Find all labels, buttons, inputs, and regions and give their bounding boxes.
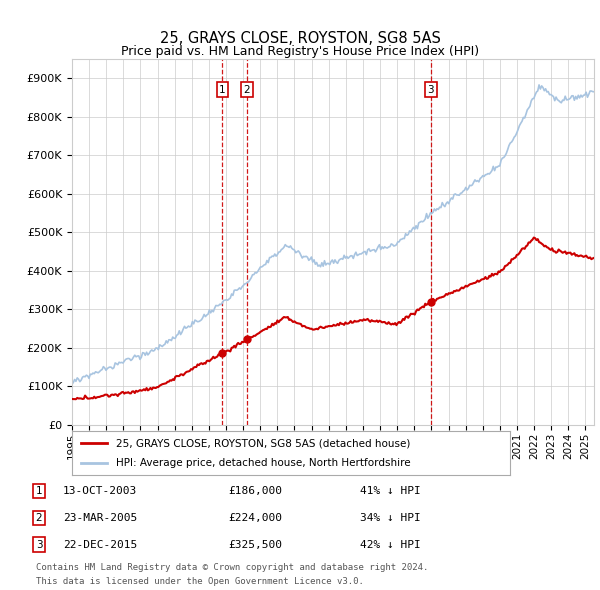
Text: Price paid vs. HM Land Registry's House Price Index (HPI): Price paid vs. HM Land Registry's House … <box>121 45 479 58</box>
Text: 41% ↓ HPI: 41% ↓ HPI <box>360 486 421 496</box>
Text: 25, GRAYS CLOSE, ROYSTON, SG8 5AS (detached house): 25, GRAYS CLOSE, ROYSTON, SG8 5AS (detac… <box>116 438 410 448</box>
Text: This data is licensed under the Open Government Licence v3.0.: This data is licensed under the Open Gov… <box>36 576 364 586</box>
Text: 3: 3 <box>428 85 434 95</box>
Text: 23-MAR-2005: 23-MAR-2005 <box>63 513 137 523</box>
Text: 1: 1 <box>35 486 43 496</box>
Text: 22-DEC-2015: 22-DEC-2015 <box>63 540 137 549</box>
Text: 34% ↓ HPI: 34% ↓ HPI <box>360 513 421 523</box>
Text: £325,500: £325,500 <box>228 540 282 549</box>
Text: £186,000: £186,000 <box>228 486 282 496</box>
Text: 13-OCT-2003: 13-OCT-2003 <box>63 486 137 496</box>
Text: Contains HM Land Registry data © Crown copyright and database right 2024.: Contains HM Land Registry data © Crown c… <box>36 563 428 572</box>
Text: HPI: Average price, detached house, North Hertfordshire: HPI: Average price, detached house, Nort… <box>116 458 410 467</box>
Text: 42% ↓ HPI: 42% ↓ HPI <box>360 540 421 549</box>
Text: 3: 3 <box>35 540 43 549</box>
Text: 2: 2 <box>35 513 43 523</box>
Text: 2: 2 <box>244 85 250 95</box>
Text: £224,000: £224,000 <box>228 513 282 523</box>
Text: 1: 1 <box>219 85 226 95</box>
Text: 25, GRAYS CLOSE, ROYSTON, SG8 5AS: 25, GRAYS CLOSE, ROYSTON, SG8 5AS <box>160 31 440 46</box>
